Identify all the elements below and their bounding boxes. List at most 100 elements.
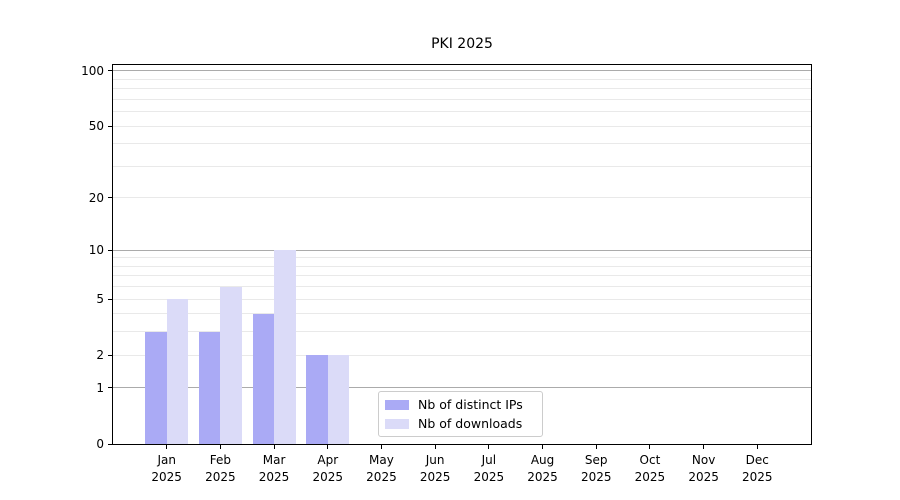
x-tick-year: 2025 (419, 470, 451, 484)
chart-title: PKI 2025 (431, 36, 493, 52)
y-tick-mark (108, 298, 112, 300)
gridline-minor (113, 257, 811, 259)
gridline-minor (113, 88, 811, 90)
y-tick-label: 50 (88, 119, 104, 134)
x-tick-year: 2025 (742, 470, 773, 484)
y-tick-mark (108, 443, 112, 445)
bar-ips-apr (306, 355, 328, 444)
bar-ips-mar (252, 313, 275, 444)
x-tick-year: 2025 (580, 470, 612, 484)
gridline-minor (113, 265, 811, 267)
x-tick-mark (703, 445, 705, 449)
x-tick-mark (488, 445, 490, 449)
legend-row: Nb of downloads (385, 416, 536, 431)
gridline-minor (113, 165, 811, 167)
x-tick-month: Aug (530, 453, 555, 467)
y-tick-label: 5 (96, 292, 104, 307)
x-tick-label: May 2025 (349, 452, 413, 486)
x-tick-mark (273, 445, 275, 449)
y-tick-mark (108, 70, 112, 72)
x-tick-label: Feb 2025 (188, 452, 252, 486)
y-tick-mark (108, 387, 112, 389)
x-tick-year: 2025 (473, 470, 505, 484)
gridline-minor (113, 197, 811, 199)
y-tick-label: 0 (96, 437, 104, 451)
x-tick-mark (434, 445, 436, 449)
gridline-major (113, 387, 811, 389)
x-tick-mark (649, 445, 651, 449)
x-tick-year: 2025 (688, 470, 719, 484)
gridline-major (113, 249, 811, 251)
x-tick-label: Jun 2025 (403, 452, 467, 486)
x-tick-label: Dec 2025 (725, 452, 789, 486)
y-tick-label: 2 (96, 348, 104, 363)
x-tick-month: Jun (425, 453, 445, 467)
bar-downloads-mar (274, 250, 296, 444)
y-tick-label: 10 (88, 243, 104, 258)
gridline-minor (113, 286, 811, 288)
gridline-major (113, 70, 811, 72)
x-tick-month: Nov (691, 453, 716, 467)
gridline-minor (113, 111, 811, 113)
bar-ips-feb (198, 331, 221, 444)
x-tick-month: Feb (209, 453, 231, 467)
x-tick-label: Sep 2025 (564, 452, 628, 486)
bar-downloads-jan (166, 299, 189, 444)
x-tick-label: Oct 2025 (618, 452, 682, 486)
y-tick-mark (108, 197, 112, 199)
x-tick-mark (380, 445, 382, 449)
x-tick-mark (166, 445, 168, 449)
y-tick-mark (108, 354, 112, 356)
plot-area (112, 64, 812, 445)
x-tick-label: Aug 2025 (511, 452, 575, 486)
x-tick-label: Mar 2025 (242, 452, 306, 486)
legend-swatch-icon (385, 399, 409, 410)
legend-label: Nb of distinct IPs (418, 397, 523, 412)
x-tick-month: Apr (317, 453, 339, 467)
x-tick-year: 2025 (258, 470, 290, 484)
x-tick-label: Jul 2025 (457, 452, 521, 486)
x-tick-month: Dec (745, 453, 769, 467)
x-tick-label: Jan 2025 (135, 452, 199, 486)
x-tick-month: Jan (157, 453, 176, 467)
gridline-minor (113, 78, 811, 80)
gridline-minor (113, 313, 811, 315)
gridline-minor (113, 98, 811, 100)
x-tick-month: Sep (584, 453, 608, 467)
x-tick-year: 2025 (527, 470, 558, 484)
x-tick-mark (595, 445, 597, 449)
x-tick-month: Oct (639, 453, 661, 467)
gridline-minor (113, 143, 811, 145)
legend-row: Nb of distinct IPs (385, 397, 536, 412)
x-tick-mark (219, 445, 221, 449)
x-tick-year: 2025 (366, 470, 397, 484)
legend: Nb of distinct IPs Nb of downloads (378, 391, 543, 437)
legend-label: Nb of downloads (418, 416, 523, 431)
y-tick-label: 1 (96, 380, 104, 395)
bar-downloads-apr (327, 355, 350, 444)
x-tick-year: 2025 (205, 470, 236, 484)
bar-ips-jan (145, 331, 167, 444)
x-tick-label: Nov 2025 (672, 452, 736, 486)
gridline-minor (113, 275, 811, 277)
x-tick-year: 2025 (312, 470, 344, 484)
gridline-minor (113, 354, 811, 356)
x-tick-month: Mar (262, 453, 286, 467)
x-tick-mark (756, 445, 758, 449)
bar-downloads-feb (220, 286, 242, 444)
x-tick-month: May (369, 453, 394, 467)
gridline-minor (113, 298, 811, 300)
x-tick-mark (542, 445, 544, 449)
x-tick-year: 2025 (634, 470, 666, 484)
y-tick-label: 100 (81, 63, 104, 78)
x-tick-month: Jul (481, 453, 497, 467)
x-tick-year: 2025 (151, 470, 182, 484)
x-tick-mark (327, 445, 329, 449)
y-tick-mark (108, 125, 112, 127)
y-tick-label: 20 (88, 190, 104, 205)
legend-swatch-icon (385, 418, 409, 429)
y-tick-mark (108, 249, 112, 251)
gridline-minor (113, 125, 811, 127)
x-tick-label: Apr 2025 (296, 452, 360, 486)
